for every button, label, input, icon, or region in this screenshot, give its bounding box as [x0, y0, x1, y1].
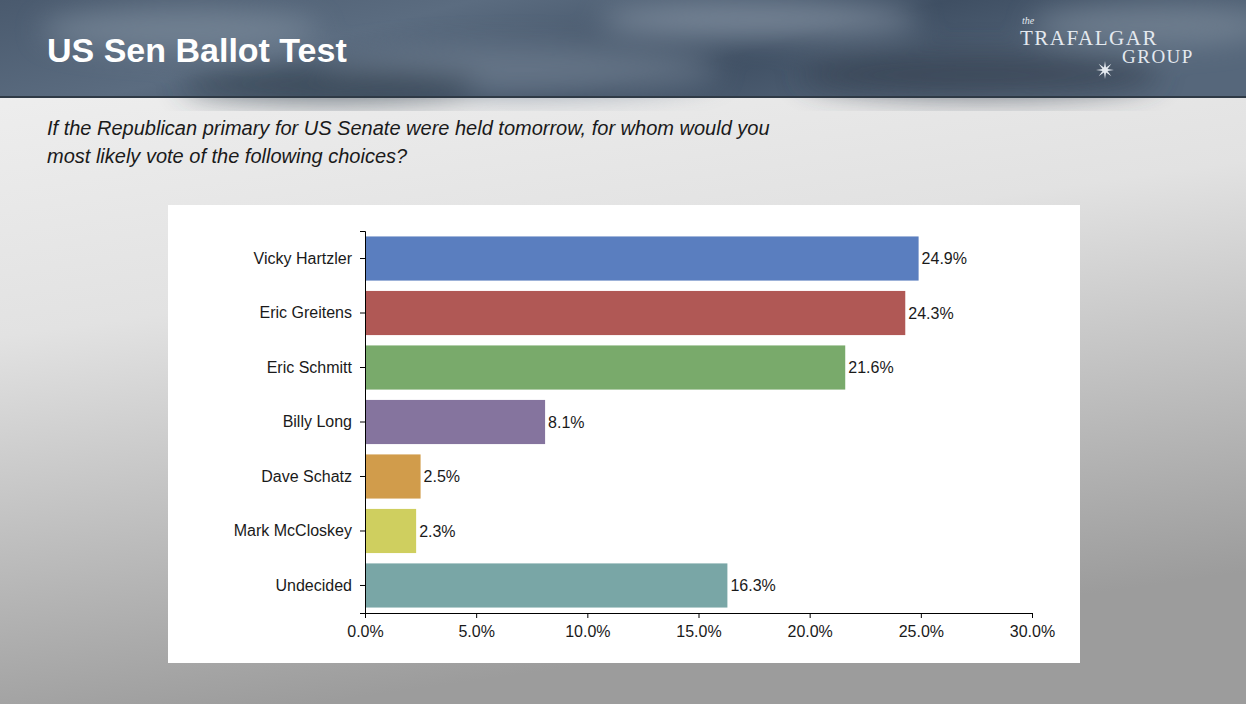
cloud [600, 2, 920, 38]
x-tick-label: 15.0% [676, 623, 721, 640]
banner-edge [0, 96, 1246, 98]
clouds [40, 2, 1246, 101]
y-tick: Billy Long [283, 413, 365, 430]
y-tick-mark [360, 313, 365, 314]
y-tick: Eric Greitens [260, 304, 365, 321]
y-tick-mark [360, 530, 365, 531]
x-tick: 30.0% [1010, 613, 1055, 640]
y-tick-mark [360, 585, 365, 586]
category-label: Billy Long [283, 413, 352, 430]
x-tick-mark [921, 613, 922, 618]
bar [365, 509, 416, 553]
y-tick: Undecided [276, 577, 366, 594]
x-tick: 0.0% [347, 613, 383, 640]
chart-panel [168, 205, 1080, 663]
x-axis-line [366, 614, 1033, 619]
bar [365, 454, 421, 498]
x-tick: 5.0% [458, 613, 494, 640]
data-label: 2.5% [424, 468, 460, 485]
x-tick: 20.0% [787, 613, 832, 640]
x-tick-mark [699, 613, 700, 618]
cloud [800, 53, 1160, 97]
y-tick: Mark McCloskey [234, 522, 365, 539]
data-label: 21.6% [848, 359, 893, 376]
y-tick-mark [360, 367, 365, 368]
category-label: Eric Greitens [260, 304, 352, 321]
subtitle-line: most likely vote of the following choice… [47, 145, 408, 167]
x-tick-mark [476, 613, 477, 618]
bar [365, 345, 845, 389]
data-label: 24.9% [922, 250, 967, 267]
category-label: Vicky Hartzler [254, 250, 353, 267]
y-tick: Dave Schatz [261, 468, 365, 485]
x-tick: 25.0% [899, 613, 944, 640]
category-label: Eric Schmitt [267, 359, 353, 376]
y-tick: Eric Schmitt [267, 359, 365, 376]
bars [365, 236, 919, 607]
logo-star [1096, 61, 1114, 79]
logo-text: GROUP [1122, 46, 1194, 67]
x-tick: 10.0% [565, 613, 610, 640]
data-labels: 24.9% 24.3% 21.6% 8.1% 2.5% 2.3% 16.3% [419, 250, 967, 594]
x-tick-label: 10.0% [565, 623, 610, 640]
y-tick-mark [360, 258, 365, 259]
y-tick-mark [360, 422, 365, 423]
y-axis-line [360, 232, 366, 614]
chart: 0.0% 5.0% 10.0% 15.0% 20.0% 25.0% 30.0% Vicky H… [234, 232, 1055, 641]
subtitle-line: If the Republican primary for US Senate … [47, 117, 770, 139]
y-tick: Vicky Hartzler [254, 250, 365, 267]
bar [365, 400, 545, 444]
banner [0, 0, 1246, 101]
slide: US Sen Ballot Test theTRAFALGARGROUP If th… [0, 0, 1246, 704]
x-tick-label: 0.0% [347, 623, 383, 640]
x-tick-label: 25.0% [899, 623, 944, 640]
subtitle: If the Republican primary for US Senate … [47, 117, 770, 167]
logo-text: the [1022, 15, 1035, 26]
title: US Sen Ballot Test [47, 31, 347, 69]
data-label: 24.3% [908, 305, 953, 322]
y-tick-mark [360, 476, 365, 477]
data-label: 16.3% [730, 577, 775, 594]
x-tick-label: 5.0% [458, 623, 494, 640]
x-tick-mark [587, 613, 588, 618]
data-label: 8.1% [548, 414, 584, 431]
x-axis: 0.0% 5.0% 10.0% 15.0% 20.0% 25.0% 30.0% [347, 613, 1055, 640]
x-tick-mark [810, 613, 811, 618]
category-label: Undecided [276, 577, 353, 594]
category-label: Mark McCloskey [234, 522, 352, 539]
category-label: Dave Schatz [261, 468, 352, 485]
logo: theTRAFALGARGROUP [1020, 15, 1194, 79]
bar [365, 291, 905, 335]
y-axis: Vicky Hartzler Eric Greitens Eric Schmitt B… [234, 232, 366, 614]
data-label: 2.3% [419, 523, 455, 540]
background [0, 0, 1246, 704]
x-tick: 15.0% [676, 613, 721, 640]
x-tick-label: 30.0% [1010, 623, 1055, 640]
x-tick-label: 20.0% [787, 623, 832, 640]
bar [365, 236, 919, 280]
bar [365, 563, 727, 607]
x-tick-mark [1032, 613, 1033, 618]
